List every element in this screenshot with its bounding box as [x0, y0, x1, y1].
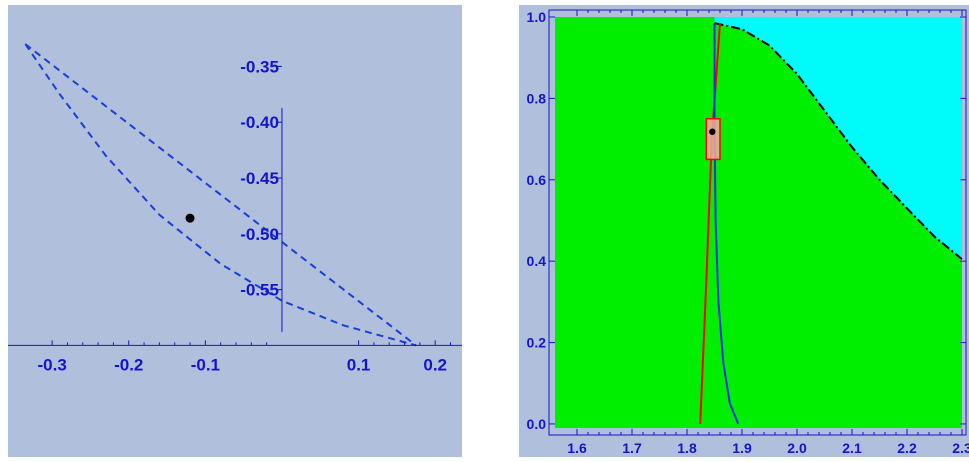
x-tick-label: 1.6	[567, 440, 587, 456]
right-plot-tick-labels: 1.6 1.7 1.8 1.9 2.0 2.1 2.2 2.3 0.0 0.2 0.4 0.6 0.8 1…	[527, 9, 969, 456]
left-plot-background	[8, 5, 462, 457]
highlight-box	[705, 117, 721, 161]
left-plot-marker	[185, 213, 195, 223]
data-point-marker	[709, 128, 716, 135]
y-tick-label: -0.50	[240, 225, 279, 244]
y-tick-label: 0.6	[527, 172, 547, 188]
x-tick-label: 2.0	[787, 440, 807, 456]
right-plot-panel: 1.6 1.7 1.8 1.9 2.0 2.1 2.2 2.3 0.0 0.2 0.4 0.6 0.8 1…	[519, 5, 969, 457]
y-tick-label: 1.0	[527, 9, 547, 25]
x-tick-label: 2.3	[952, 440, 969, 456]
left-plot-tick-labels: -0.3 -0.2 -0.1 0.1 0.2 -0.35 -0.40 -0.45 -0.50 -0…	[37, 57, 447, 374]
dashed-curve	[24, 43, 417, 347]
cyan-region	[714, 17, 962, 260]
x-tick-label: 2.2	[897, 440, 917, 456]
plot-frame	[548, 9, 967, 436]
y-tick-label: -0.55	[240, 281, 279, 300]
x-tick-label: 1.9	[732, 440, 752, 456]
left-plot-panel: -0.3 -0.2 -0.1 0.1 0.2 -0.35 -0.40 -0.45 -0.50 -0…	[8, 5, 462, 457]
y-tick-label: 0.2	[527, 335, 547, 351]
left-plot-series	[24, 43, 417, 347]
y-tick-label: -0.35	[240, 57, 279, 76]
x-tick-label: -0.2	[114, 355, 143, 374]
x-tick-label: 2.1	[842, 440, 862, 456]
data-point-marker	[185, 213, 195, 223]
x-tick-label: 1.8	[677, 440, 697, 456]
y-tick-label: 0.0	[527, 416, 547, 432]
right-plot-regions	[555, 17, 962, 428]
right-plot-frame	[548, 9, 967, 436]
dashed-curve	[24, 43, 417, 347]
x-tick-label: -0.3	[37, 355, 66, 374]
red-curve	[699, 23, 721, 424]
x-tick-label: 0.1	[347, 355, 371, 374]
x-tick-label: -0.1	[191, 355, 220, 374]
x-tick-label: 0.2	[423, 355, 447, 374]
x-tick-label: 1.7	[622, 440, 642, 456]
y-tick-label: -0.40	[240, 113, 279, 132]
left-plot-axes	[8, 65, 462, 346]
y-tick-label: -0.45	[240, 169, 279, 188]
right-plot-box	[705, 117, 721, 161]
y-tick-label: 0.8	[527, 90, 547, 106]
boundary-curve	[714, 22, 963, 260]
y-tick-label: 0.4	[527, 253, 547, 269]
